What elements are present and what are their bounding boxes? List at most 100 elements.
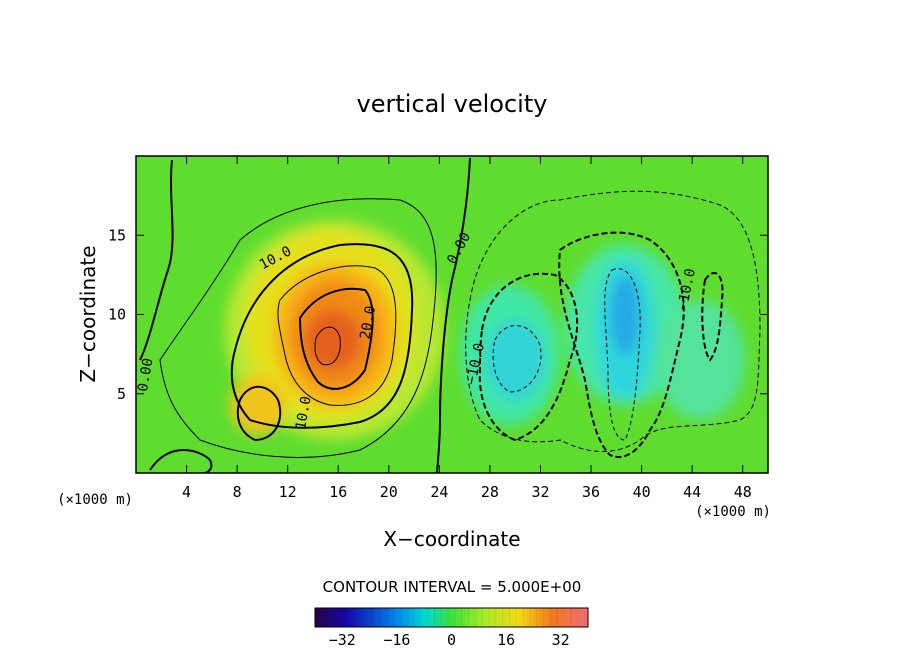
x-tick-label: 20 xyxy=(380,483,398,501)
contour-neg10-right xyxy=(558,231,685,458)
colorbar-segment xyxy=(345,607,350,628)
updraft-shade-6 xyxy=(230,375,286,435)
contour-label: 0.00 xyxy=(135,357,157,393)
contour-neg15-core xyxy=(604,268,641,441)
colorbar-segment xyxy=(553,608,558,627)
x-unit-label-right: (×1000 m) xyxy=(695,504,771,520)
colorbar-tick-label: −32 xyxy=(329,631,356,649)
colorbar-segment xyxy=(390,608,394,627)
colorbar-segment xyxy=(570,607,575,628)
x-unit-label-left: (×1000 m) xyxy=(57,492,133,508)
colorbar-segment xyxy=(386,607,391,628)
colorbar-segment xyxy=(352,607,357,628)
colorbar-segment xyxy=(581,608,585,627)
colorbar-segment xyxy=(355,608,360,627)
y-tick-label: 15 xyxy=(108,226,126,244)
colorbar-segment xyxy=(444,608,449,627)
colorbar-segment xyxy=(471,608,476,627)
colorbar-frame xyxy=(314,607,589,628)
colorbar-segment xyxy=(441,607,446,628)
colorbar-segment xyxy=(475,607,480,628)
colorbar-segment xyxy=(506,608,510,627)
y-tick-labels: 5 10 15 xyxy=(108,226,126,403)
colorbar-segment xyxy=(424,608,428,627)
contour-neg10-left xyxy=(478,272,579,442)
colorbar-segment xyxy=(400,607,405,628)
colorbar-segment xyxy=(369,608,374,627)
colorbar-segment xyxy=(372,607,377,628)
colorbar-segment xyxy=(458,608,463,627)
colorbar-segment xyxy=(485,608,490,627)
colorbar-segment xyxy=(365,607,371,628)
colorbar-segment xyxy=(417,608,422,627)
colorbar-tick-label: −16 xyxy=(383,631,410,649)
colorbar-segment xyxy=(331,607,336,628)
chart-title: vertical velocity xyxy=(357,90,548,118)
colorbar-tick-label: 32 xyxy=(552,631,570,649)
colorbar-segment xyxy=(413,607,418,628)
colorbar-segment xyxy=(362,608,367,627)
colorbar-segment xyxy=(325,607,330,628)
colorbar-segment xyxy=(509,607,514,628)
colorbar-segment xyxy=(540,608,544,627)
colorbar-segment xyxy=(502,607,507,628)
colorbar-segment xyxy=(396,608,401,627)
colorbar-segment xyxy=(335,608,340,627)
downdraft-shade-2 xyxy=(485,320,545,400)
colorbar-segment xyxy=(447,607,452,628)
colorbar-segment xyxy=(482,607,487,628)
updraft-shade-5 xyxy=(305,310,361,370)
x-tick-label: 40 xyxy=(633,483,651,501)
colorbar-segment xyxy=(403,608,408,627)
x-tick-label: 8 xyxy=(233,483,242,501)
colorbar-segment xyxy=(315,608,319,627)
x-tick-label: 24 xyxy=(430,483,448,501)
x-tick-label: 48 xyxy=(734,483,752,501)
contour-zero-center xyxy=(436,157,471,473)
contour-25-updraft xyxy=(314,326,341,366)
colorbar-segment xyxy=(533,608,538,627)
contour-interval-text: CONTOUR INTERVAL = 5.000E+00 xyxy=(323,578,582,596)
x-axis-label: X−coordinate xyxy=(383,527,520,551)
colorbar-segment xyxy=(321,608,326,627)
colorbar-segment xyxy=(516,607,521,628)
x-tick-label: 28 xyxy=(481,483,499,501)
colorbar-segment xyxy=(431,608,435,627)
colorbar-segment xyxy=(376,608,381,627)
contour-label-text: 0.00 xyxy=(135,357,157,393)
y-axis-label: Z−coordinate xyxy=(76,245,100,382)
colorbar-segment xyxy=(478,608,483,627)
colorbar-segment xyxy=(550,607,555,628)
colorbar-segment xyxy=(465,608,469,627)
contour-label-text: 20.0 xyxy=(357,305,379,341)
colorbar-tick-label: 0 xyxy=(447,631,456,649)
colorbar-segment xyxy=(512,608,517,627)
contour-neg5 xyxy=(465,190,761,453)
colorbar-segment xyxy=(328,608,333,627)
contour-lines xyxy=(139,157,761,473)
colorbar-segment xyxy=(349,608,353,627)
colorbar-tick-label: 16 xyxy=(497,631,515,649)
contour-5-updraft xyxy=(159,198,437,458)
contour-label: 10.0 xyxy=(293,395,315,431)
colorbar-segment xyxy=(563,607,569,628)
colorbar-segment xyxy=(338,607,343,628)
contour-neg10-far-right xyxy=(701,272,724,362)
colorbar-segment xyxy=(451,608,456,627)
colorbar-segment xyxy=(543,607,548,628)
colorbar-segment xyxy=(379,607,384,628)
contour-15-updraft xyxy=(277,265,397,406)
y-tick-label: 10 xyxy=(108,306,126,324)
x-tick-label: 44 xyxy=(683,483,701,501)
downdraft-shade-5 xyxy=(611,275,639,355)
colorbar-segment xyxy=(529,607,534,628)
contour-label-text: 10.0 xyxy=(293,395,315,431)
colorbar-segment xyxy=(526,608,531,627)
colorbar: −32 −16 0 16 32 xyxy=(314,607,589,649)
contour-neg15-left-core xyxy=(492,325,542,393)
contour-20-updraft xyxy=(298,287,374,390)
colorbar-tick-labels: −32 −16 0 16 32 xyxy=(329,631,570,649)
